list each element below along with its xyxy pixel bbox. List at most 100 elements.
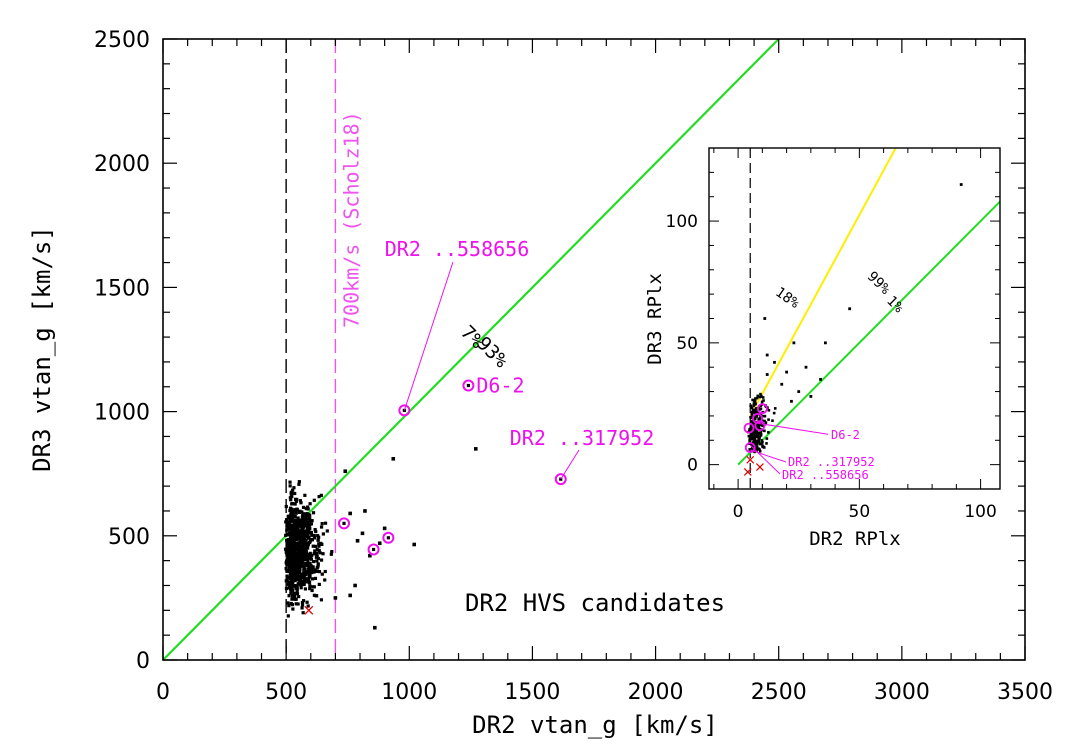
data-point — [309, 537, 313, 542]
data-point — [312, 536, 317, 540]
data-point — [304, 552, 308, 556]
data-point — [313, 528, 317, 532]
data-point — [302, 534, 306, 538]
data-point — [285, 528, 290, 532]
data-point — [295, 560, 299, 564]
inset-data-point — [750, 416, 754, 420]
data-point — [321, 552, 325, 556]
data-point — [302, 549, 307, 554]
data-point — [293, 560, 298, 564]
inset-data-point — [785, 370, 788, 374]
inset-data-point — [772, 411, 776, 415]
data-point — [285, 540, 289, 544]
data-point — [297, 595, 301, 599]
data-point — [296, 516, 300, 520]
data-point — [412, 542, 417, 547]
inset-data-point — [751, 398, 754, 402]
inset-data-point — [751, 445, 755, 449]
inset-data-point — [753, 410, 756, 413]
inset-data-point — [754, 428, 758, 431]
data-point — [297, 550, 301, 554]
data-point — [312, 498, 316, 502]
data-point — [294, 564, 298, 569]
data-point — [299, 561, 303, 565]
inset-data-point — [754, 434, 757, 438]
data-point — [300, 515, 304, 519]
data-point — [288, 525, 292, 529]
data-point — [305, 544, 309, 548]
data-point — [290, 568, 294, 572]
data-point — [308, 519, 312, 523]
data-point — [303, 493, 307, 497]
data-point — [312, 533, 316, 538]
data-point — [287, 523, 291, 527]
data-point — [317, 542, 321, 546]
data-point — [317, 570, 322, 574]
inset-data-point — [751, 422, 755, 426]
data-point — [295, 538, 299, 542]
data-point — [298, 499, 303, 503]
data-point — [317, 495, 321, 499]
highlighted-candidate — [382, 531, 395, 544]
data-point — [300, 600, 305, 605]
data-point — [287, 527, 291, 531]
data-point — [290, 577, 295, 582]
inset-data-point — [754, 397, 757, 400]
data-point — [311, 544, 315, 548]
data-point — [296, 578, 300, 582]
highlighted-candidate-center — [466, 383, 470, 388]
data-point — [307, 535, 311, 539]
data-point — [312, 552, 316, 556]
inset-data-point — [759, 392, 762, 396]
data-point — [368, 553, 372, 558]
data-point — [308, 502, 312, 506]
data-point — [314, 555, 319, 559]
data-point — [295, 573, 299, 577]
data-point — [298, 553, 302, 557]
data-point — [288, 574, 292, 578]
main-y-axis-label: DR3 vtan_g [km/s] — [28, 226, 56, 472]
data-point — [288, 506, 293, 510]
inset-data-point — [755, 434, 759, 437]
data-point — [305, 580, 309, 584]
data-point — [306, 559, 310, 564]
data-point — [297, 557, 301, 561]
data-point — [348, 593, 352, 598]
data-point — [303, 554, 307, 558]
inset-data-point — [763, 414, 767, 418]
data-point — [309, 530, 313, 535]
inset-data-point — [848, 307, 852, 311]
data-point — [290, 580, 294, 584]
data-point — [300, 532, 304, 536]
inset-data-point — [759, 434, 763, 437]
data-point — [308, 517, 312, 521]
data-point — [316, 538, 320, 542]
data-point — [289, 570, 293, 574]
inset-data-point — [759, 407, 763, 410]
data-point — [308, 587, 312, 591]
inset-data-point — [752, 441, 756, 445]
inset-data-point — [760, 400, 764, 404]
main-plot: 700km/s (Scholz18)7%93%DR2 ..558656D6-2D… — [28, 28, 1053, 739]
data-point — [289, 493, 293, 497]
data-point — [293, 491, 297, 496]
data-point — [307, 512, 311, 517]
scholz18-label: 700km/s (Scholz18) — [339, 111, 363, 328]
data-point — [315, 548, 319, 552]
data-point — [302, 575, 306, 579]
data-point — [308, 554, 312, 558]
inset-data-point — [761, 444, 764, 447]
data-point — [308, 556, 312, 560]
data-point — [294, 497, 298, 501]
data-point — [363, 509, 367, 513]
data-point — [295, 569, 299, 574]
data-point — [312, 559, 316, 564]
data-point — [291, 488, 295, 492]
data-point — [287, 585, 291, 589]
inset-cross-marker — [756, 463, 764, 472]
inset-data-point — [771, 419, 774, 422]
data-point — [289, 498, 293, 502]
data-point — [304, 513, 308, 518]
data-point — [293, 578, 297, 582]
data-point — [299, 572, 303, 577]
